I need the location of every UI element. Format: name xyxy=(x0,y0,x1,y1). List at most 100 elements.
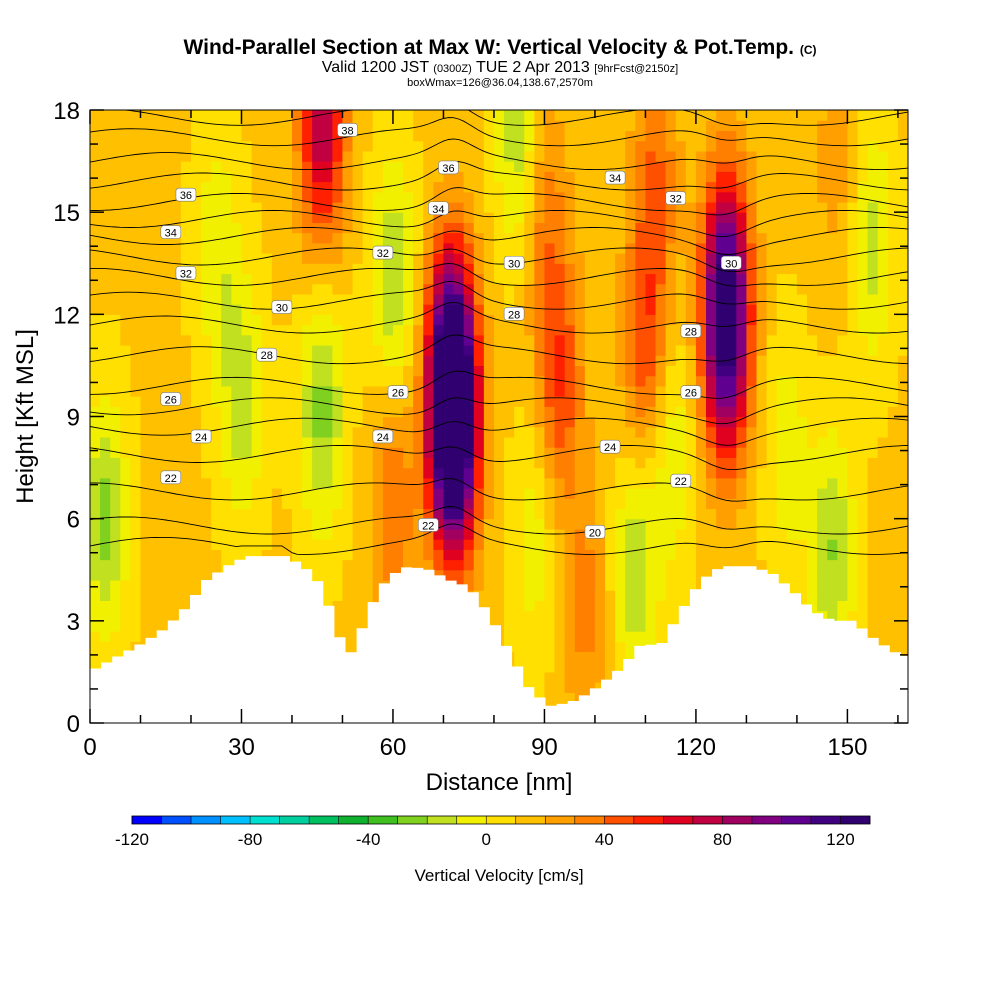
velocity-cell xyxy=(261,518,273,530)
velocity-cell xyxy=(685,569,697,581)
velocity-cell xyxy=(271,314,283,326)
velocity-cell xyxy=(594,467,606,479)
velocity-cell xyxy=(160,610,172,622)
velocity-cell xyxy=(756,457,768,469)
velocity-cell xyxy=(90,631,101,642)
velocity-cell xyxy=(160,375,172,387)
velocity-cell xyxy=(322,314,333,326)
velocity-cell xyxy=(302,365,313,377)
velocity-cell xyxy=(160,181,172,193)
velocity-cell xyxy=(211,283,222,295)
velocity-cell xyxy=(382,355,394,367)
velocity-cell xyxy=(291,355,303,367)
velocity-cell xyxy=(675,508,687,520)
velocity-cell xyxy=(312,150,323,162)
velocity-cell xyxy=(190,416,202,428)
velocity-cell xyxy=(554,539,566,550)
velocity-cell xyxy=(312,242,323,254)
velocity-cell xyxy=(544,314,556,326)
velocity-cell xyxy=(786,375,798,387)
velocity-cell xyxy=(271,518,283,530)
velocity-cell xyxy=(504,110,515,121)
velocity-cell xyxy=(170,610,182,622)
velocity-cell xyxy=(524,365,535,377)
velocity-cell xyxy=(170,334,182,346)
velocity-cell xyxy=(645,457,657,469)
velocity-cell xyxy=(564,355,576,367)
velocity-cell xyxy=(372,569,384,581)
velocity-cell xyxy=(594,314,606,326)
velocity-cell xyxy=(433,396,445,407)
velocity-cell xyxy=(514,559,525,571)
x-tick-label: 30 xyxy=(228,734,255,761)
velocity-cell xyxy=(564,232,576,244)
velocity-cell xyxy=(786,242,798,254)
velocity-cell xyxy=(332,273,344,285)
velocity-cell xyxy=(150,201,162,213)
velocity-cell xyxy=(180,436,192,448)
velocity-cell xyxy=(160,263,172,275)
velocity-cell xyxy=(524,498,535,510)
velocity-cell xyxy=(796,171,808,183)
velocity-cell xyxy=(322,436,333,448)
velocity-cell xyxy=(130,263,142,275)
velocity-cell xyxy=(150,293,162,305)
velocity-cell xyxy=(574,508,586,520)
velocity-cell xyxy=(342,436,354,448)
velocity-cell xyxy=(786,171,798,183)
velocity-cell xyxy=(140,396,152,407)
velocity-cell xyxy=(403,201,414,213)
velocity-cell xyxy=(584,671,596,683)
velocity-cell xyxy=(483,181,495,193)
velocity-cell xyxy=(524,436,535,448)
velocity-cell xyxy=(180,171,192,183)
contour-label: 26 xyxy=(387,385,409,400)
velocity-cell xyxy=(493,406,505,418)
velocity-cell xyxy=(726,242,737,254)
velocity-cell xyxy=(130,569,142,581)
velocity-cell xyxy=(726,436,737,448)
velocity-cell xyxy=(524,539,535,550)
velocity-cell xyxy=(695,528,707,540)
velocity-cell xyxy=(281,283,293,295)
velocity-cell xyxy=(665,488,677,499)
velocity-cell xyxy=(635,171,647,183)
velocity-cell xyxy=(544,620,556,632)
velocity-cell xyxy=(726,314,737,326)
velocity-cell xyxy=(847,477,859,489)
velocity-cell xyxy=(211,212,222,223)
velocity-cell xyxy=(796,467,808,479)
velocity-cell xyxy=(897,293,908,305)
velocity-cell xyxy=(796,447,808,458)
velocity-cell xyxy=(685,579,697,591)
velocity-cell xyxy=(726,161,737,172)
velocity-cell xyxy=(443,344,455,356)
velocity-cell xyxy=(867,334,879,346)
velocity-cell xyxy=(201,344,212,356)
velocity-cell xyxy=(382,457,394,469)
velocity-cell xyxy=(726,539,737,550)
velocity-cell xyxy=(817,212,828,223)
velocity-cell xyxy=(392,539,404,550)
velocity-cell xyxy=(817,549,828,561)
velocity-cell xyxy=(615,355,626,367)
velocity-cell xyxy=(362,304,374,315)
velocity-cell xyxy=(635,314,647,326)
velocity-cell xyxy=(100,150,111,162)
velocity-cell xyxy=(130,120,142,132)
velocity-cell xyxy=(837,396,849,407)
velocity-cell xyxy=(756,242,768,254)
velocity-cell xyxy=(554,263,566,275)
velocity-cell xyxy=(190,263,202,275)
velocity-cell xyxy=(534,508,546,520)
velocity-cell xyxy=(645,488,657,499)
velocity-cell xyxy=(281,263,293,275)
velocity-cell xyxy=(695,396,707,407)
velocity-cell xyxy=(564,161,576,172)
velocity-cell xyxy=(564,212,576,223)
velocity-cell xyxy=(211,273,222,285)
contour-label: 26 xyxy=(680,385,702,400)
velocity-cell xyxy=(342,171,354,183)
velocity-cell xyxy=(625,150,636,162)
velocity-cell xyxy=(786,539,798,550)
